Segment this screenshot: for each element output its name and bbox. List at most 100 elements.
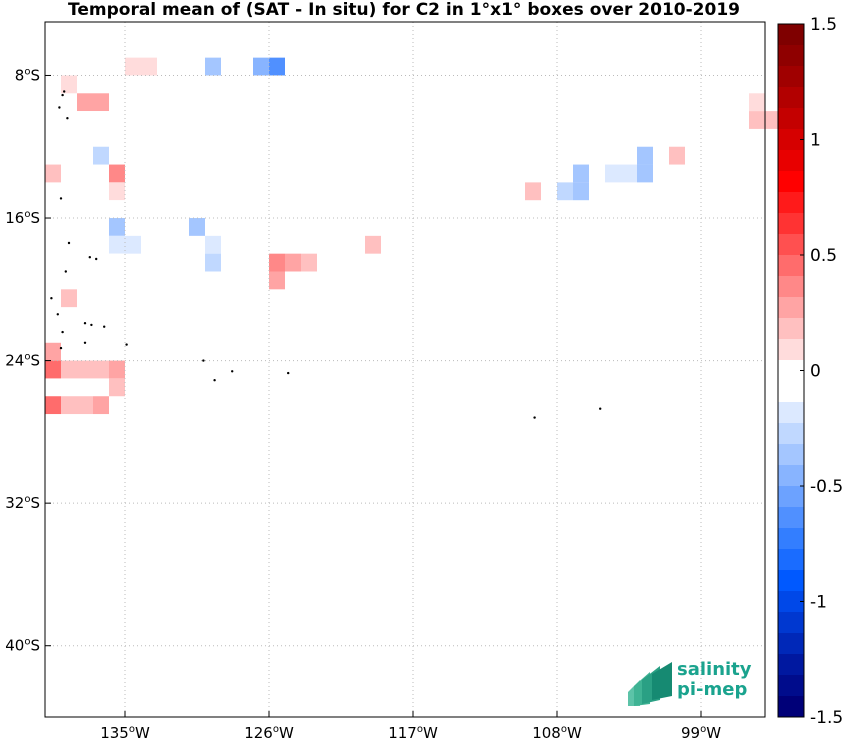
data-cell (765, 111, 781, 129)
island-mark (61, 330, 64, 334)
colorbar-segment (778, 633, 804, 655)
colorbar-segment (778, 696, 804, 718)
map-title: Temporal mean of (SAT - In situ) for C2 … (68, 0, 740, 20)
data-cell (525, 182, 541, 201)
data-cell (109, 200, 125, 219)
lat-tick-label: 32oS (5, 494, 40, 512)
logo-text-salinity: salinity (677, 659, 752, 680)
colorbar-tick-label: 0 (810, 362, 821, 382)
colorbar-segment (778, 276, 804, 298)
data-cell (269, 253, 285, 272)
island-mark (213, 379, 216, 382)
data-cell (621, 164, 637, 183)
colorbar-segment (778, 486, 804, 508)
colorbar-segment (778, 87, 804, 109)
islands (50, 90, 602, 419)
island-mark (88, 256, 92, 259)
data-cell (109, 182, 125, 201)
island-mark (533, 416, 536, 419)
data-cell (125, 75, 141, 94)
colorbar-segment (778, 402, 804, 424)
island-mark (95, 257, 98, 261)
colorbar-segment (778, 108, 804, 130)
data-cell (61, 289, 77, 308)
data-cell (93, 146, 109, 165)
colorbar-tick-label: 0.5 (810, 246, 837, 266)
colorbar-segment (778, 654, 804, 676)
island-mark (202, 359, 205, 362)
island-mark (64, 270, 68, 273)
colorbar-segment (778, 507, 804, 529)
gridlines (45, 22, 765, 717)
data-cell (109, 378, 125, 397)
lon-tick-label: 108oW (532, 724, 582, 740)
colorbar-segment (778, 423, 804, 445)
colorbar-segment (778, 570, 804, 592)
lat-tick-label: 24oS (5, 352, 40, 370)
island-mark (103, 325, 106, 328)
colorbar-segment (778, 591, 804, 613)
lon-tick-label: 126oW (244, 724, 294, 740)
data-cell (125, 235, 141, 254)
data-cell (125, 146, 141, 165)
colorbar-segment (778, 612, 804, 634)
map-frame (44, 21, 766, 718)
data-cell (45, 324, 61, 343)
colorbar-segment (778, 549, 804, 571)
data-cell (61, 396, 77, 415)
lat-tick-label: 8oS (15, 66, 40, 84)
data-cell (573, 164, 589, 183)
colorbar-segment (778, 297, 804, 319)
data-cell (205, 253, 221, 272)
island-mark (58, 106, 61, 109)
data-cell (109, 360, 125, 379)
island-mark (231, 370, 234, 373)
data-cell (749, 93, 765, 112)
data-cell (109, 218, 125, 236)
colorbar-segment (778, 360, 804, 382)
data-cell (669, 146, 685, 165)
colorbar-segment (778, 213, 804, 235)
data-cell (77, 396, 93, 415)
data-cell (61, 75, 77, 94)
data-cell (109, 164, 125, 183)
data-cell (189, 75, 205, 94)
data-cell (45, 342, 61, 361)
data-cell (253, 57, 269, 76)
island-mark (83, 341, 87, 344)
data-cell (125, 218, 141, 236)
colorbar-segment (778, 318, 804, 340)
data-cell (365, 235, 381, 254)
data-cell (45, 75, 61, 94)
island-mark (66, 117, 69, 120)
data-cell (125, 307, 141, 325)
island-mark (61, 93, 64, 97)
data-cell (93, 360, 109, 379)
colorbar-tick-label: -1 (810, 593, 827, 613)
data-cell (157, 182, 173, 201)
colorbar-segment (778, 465, 804, 487)
island-mark (62, 90, 66, 93)
colorbar-segment (778, 171, 804, 193)
colorbar-segment (778, 255, 804, 277)
colorbar-tick-label: 1 (810, 131, 821, 151)
island-mark (90, 323, 93, 327)
colorbar-segment (778, 234, 804, 256)
colorbar-segment (778, 66, 804, 88)
island-mark (67, 241, 71, 245)
data-cell (77, 717, 93, 735)
axis-ticks: 135oW 126oW 117oW 108oW 99oW 8oS 16oS 24oS 32oS 4… (5, 66, 721, 740)
salinity-pi-mep-logo: salinity pi-mep (626, 660, 766, 708)
logo-waves-icon (628, 662, 672, 706)
lon-tick-label: 99oW (681, 724, 721, 740)
data-cell (45, 360, 61, 379)
data-cell (605, 164, 621, 183)
data-cell (205, 57, 221, 76)
data-cell (125, 93, 141, 112)
island-mark (50, 297, 53, 300)
logo-text-pi-mep: pi-mep (677, 679, 748, 700)
data-cell (205, 218, 221, 236)
data-cell (125, 57, 141, 76)
colorbar-segment (778, 24, 804, 46)
colorbar-tick-label: 1.5 (810, 15, 837, 35)
